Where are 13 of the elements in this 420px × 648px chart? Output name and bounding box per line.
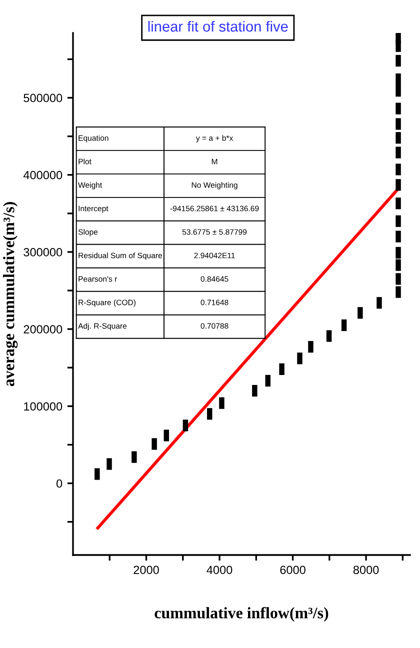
x-tick-label: 6000	[280, 566, 306, 574]
x-axis-title: cummulative inflow(m³/s)	[154, 606, 328, 622]
x-tick-label: 2000	[134, 566, 159, 574]
chart-title: linear fit of station five	[148, 20, 288, 32]
y-tick-label: 0	[56, 479, 62, 488]
y-axis-title: average cummulative(m³/s)	[3, 202, 18, 386]
y-tick-label: 200000	[24, 325, 62, 334]
y-tick-label: 400000	[23, 170, 62, 180]
y-tick-label: 100000	[24, 402, 62, 411]
y-tick-label: 500000	[24, 94, 62, 102]
x-tick-label: 8000	[353, 566, 379, 574]
x-tick-label: 4000	[206, 566, 232, 574]
y-tick-label: 300000	[24, 248, 62, 256]
